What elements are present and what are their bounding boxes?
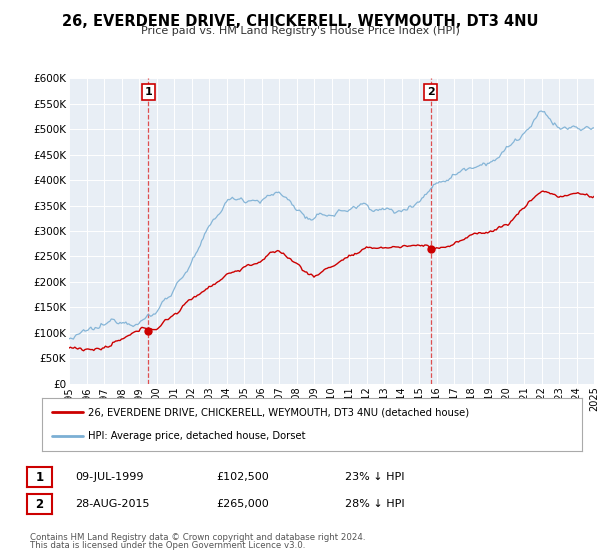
Text: 26, EVERDENE DRIVE, CHICKERELL, WEYMOUTH, DT3 4NU (detached house): 26, EVERDENE DRIVE, CHICKERELL, WEYMOUTH… (88, 408, 469, 418)
Text: 26, EVERDENE DRIVE, CHICKERELL, WEYMOUTH, DT3 4NU: 26, EVERDENE DRIVE, CHICKERELL, WEYMOUTH… (62, 14, 538, 29)
Text: 1: 1 (35, 470, 44, 484)
Text: 28% ↓ HPI: 28% ↓ HPI (345, 499, 404, 509)
Text: £265,000: £265,000 (216, 499, 269, 509)
Text: 23% ↓ HPI: 23% ↓ HPI (345, 472, 404, 482)
Text: 28-AUG-2015: 28-AUG-2015 (75, 499, 149, 509)
Text: 1: 1 (145, 87, 152, 97)
Text: This data is licensed under the Open Government Licence v3.0.: This data is licensed under the Open Gov… (30, 542, 305, 550)
Text: HPI: Average price, detached house, Dorset: HPI: Average price, detached house, Dors… (88, 431, 305, 441)
Text: Price paid vs. HM Land Registry's House Price Index (HPI): Price paid vs. HM Land Registry's House … (140, 26, 460, 36)
Text: £102,500: £102,500 (216, 472, 269, 482)
Text: 09-JUL-1999: 09-JUL-1999 (75, 472, 143, 482)
Text: 2: 2 (35, 497, 44, 511)
Text: Contains HM Land Registry data © Crown copyright and database right 2024.: Contains HM Land Registry data © Crown c… (30, 533, 365, 542)
Text: 2: 2 (427, 87, 434, 97)
